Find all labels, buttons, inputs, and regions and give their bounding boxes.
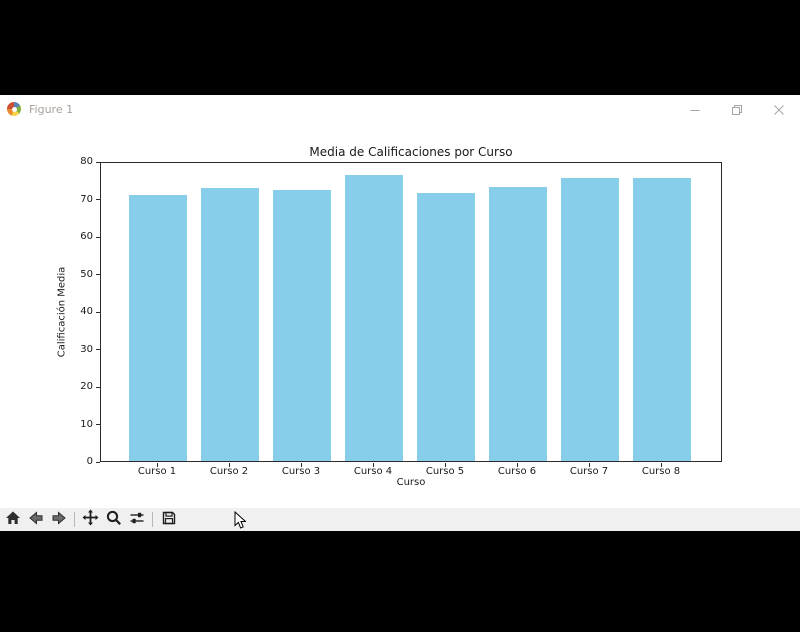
y-tick-label: 70 xyxy=(80,193,93,205)
bar-curso-1 xyxy=(129,195,187,461)
minimize-button[interactable] xyxy=(674,95,716,123)
y-tick-label: 50 xyxy=(80,268,93,280)
y-tick-label: 60 xyxy=(80,231,93,242)
x-tick-mark xyxy=(372,463,374,467)
x-tick-mark xyxy=(156,463,158,467)
x-tick-mark xyxy=(300,463,302,467)
x-tick-label: Curso 6 xyxy=(497,466,537,477)
magnifier-icon xyxy=(106,510,122,530)
title-bar[interactable]: Figure 1 xyxy=(0,95,800,123)
sliders-icon xyxy=(129,510,145,530)
y-tick-mark xyxy=(96,349,100,350)
close-icon xyxy=(774,100,784,119)
y-tick-mark xyxy=(96,461,100,463)
forward-arrow-icon xyxy=(51,510,67,530)
home-icon xyxy=(5,510,21,530)
x-axis-label: Curso xyxy=(396,477,426,488)
x-tick-label: Curso 4 xyxy=(353,466,393,477)
y-tick-mark xyxy=(96,311,100,313)
bar-curso-4 xyxy=(345,174,403,461)
y-tick-mark xyxy=(96,161,100,163)
x-tick-label: Curso 7 xyxy=(569,466,609,477)
y-tick-label: 10 xyxy=(80,418,93,430)
figure-window: Figure 1 M xyxy=(0,95,800,531)
y-axis-label: Calificación Media xyxy=(56,266,68,358)
close-button[interactable] xyxy=(758,95,800,123)
y-tick-label: 30 xyxy=(80,343,93,355)
toolbar-separator xyxy=(152,512,153,527)
pan-button[interactable] xyxy=(80,509,101,530)
maximize-button[interactable] xyxy=(716,95,758,123)
x-tick-label: Curso 3 xyxy=(281,466,321,477)
y-tick-label: 80 xyxy=(80,156,93,167)
x-tick-label: Curso 2 xyxy=(209,466,249,477)
save-floppy-icon xyxy=(161,510,177,530)
x-tick-mark xyxy=(444,463,446,467)
y-tick-mark xyxy=(96,236,100,238)
save-button[interactable] xyxy=(158,509,179,530)
navigation-toolbar xyxy=(0,508,800,531)
matplotlib-logo-icon xyxy=(7,102,21,116)
y-tick-mark xyxy=(96,274,100,275)
restore-icon xyxy=(732,100,742,119)
forward-button[interactable] xyxy=(48,509,69,530)
minimize-icon xyxy=(690,100,700,119)
plot-area xyxy=(100,162,722,462)
x-tick-mark xyxy=(660,463,662,467)
figure-canvas[interactable]: Media de Calificaciones por Curso 0 10 20 3… xyxy=(0,123,800,508)
x-tick-label: Curso 8 xyxy=(641,466,681,477)
home-button[interactable] xyxy=(2,509,23,530)
bar-curso-7 xyxy=(561,178,619,461)
chart-title: Media de Calificaciones por Curso xyxy=(309,145,513,159)
x-tick-label: Curso 5 xyxy=(425,466,465,477)
x-tick-label: Curso 1 xyxy=(137,466,177,477)
y-tick-mark xyxy=(96,199,100,200)
y-tick-label: 40 xyxy=(80,306,93,317)
bar-curso-5 xyxy=(417,192,475,461)
x-tick-mark xyxy=(228,463,230,467)
toolbar-separator xyxy=(74,512,75,527)
y-tick-label: 0 xyxy=(86,456,93,467)
x-tick-mark xyxy=(588,463,590,467)
x-tick-mark xyxy=(516,463,518,467)
bar-curso-8 xyxy=(633,177,691,461)
bar-curso-6 xyxy=(489,186,547,461)
bar-curso-2 xyxy=(201,187,259,461)
configure-subplots-button[interactable] xyxy=(126,509,147,530)
y-tick-label: 20 xyxy=(80,381,93,392)
bar-curso-3 xyxy=(273,189,331,461)
y-tick-mark xyxy=(96,386,100,388)
back-arrow-icon xyxy=(28,510,44,530)
y-tick-mark xyxy=(96,424,100,425)
zoom-button[interactable] xyxy=(103,509,124,530)
pan-icon xyxy=(82,509,99,530)
back-button[interactable] xyxy=(25,509,46,530)
window-title: Figure 1 xyxy=(29,102,74,116)
